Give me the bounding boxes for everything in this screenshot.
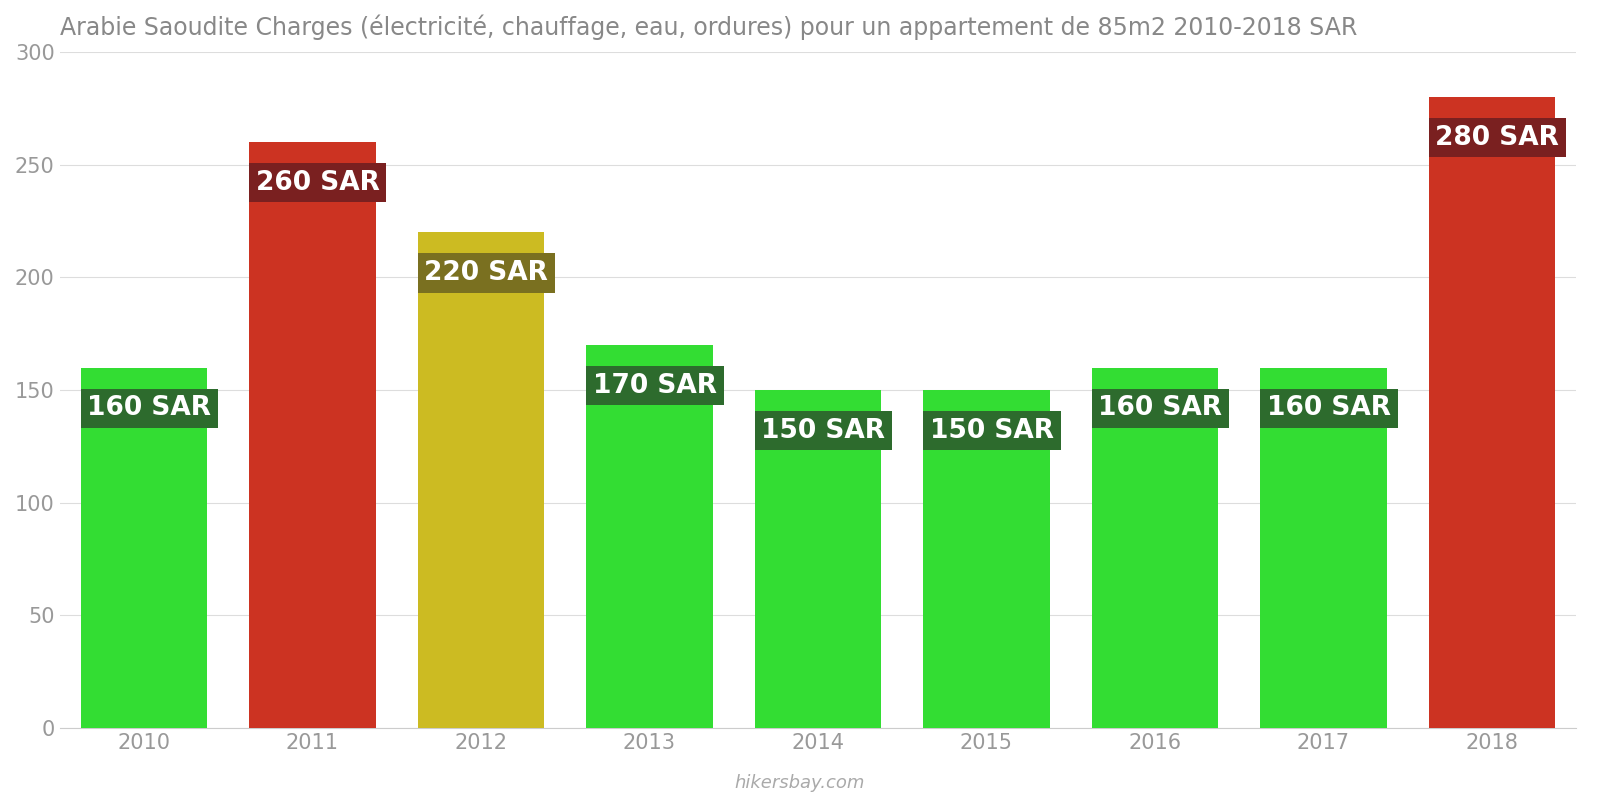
Bar bbox=[755, 390, 882, 728]
Text: Arabie Saoudite Charges (électricité, chauffage, eau, ordures) pour un apparteme: Arabie Saoudite Charges (électricité, ch… bbox=[59, 15, 1357, 41]
Bar bbox=[586, 345, 712, 728]
Bar bbox=[80, 368, 206, 728]
Text: hikersbay.com: hikersbay.com bbox=[734, 774, 866, 792]
Bar bbox=[1261, 368, 1387, 728]
Bar bbox=[1091, 368, 1218, 728]
Bar bbox=[1429, 98, 1555, 728]
Text: 280 SAR: 280 SAR bbox=[1435, 125, 1560, 150]
Text: 150 SAR: 150 SAR bbox=[930, 418, 1054, 444]
Bar bbox=[923, 390, 1050, 728]
Bar bbox=[418, 233, 544, 728]
Text: 220 SAR: 220 SAR bbox=[424, 260, 549, 286]
Text: 160 SAR: 160 SAR bbox=[88, 395, 211, 421]
Text: 160 SAR: 160 SAR bbox=[1099, 395, 1222, 421]
Text: 160 SAR: 160 SAR bbox=[1267, 395, 1390, 421]
Text: 150 SAR: 150 SAR bbox=[762, 418, 885, 444]
Bar bbox=[250, 142, 376, 728]
Text: 170 SAR: 170 SAR bbox=[594, 373, 717, 398]
Text: 260 SAR: 260 SAR bbox=[256, 170, 379, 196]
